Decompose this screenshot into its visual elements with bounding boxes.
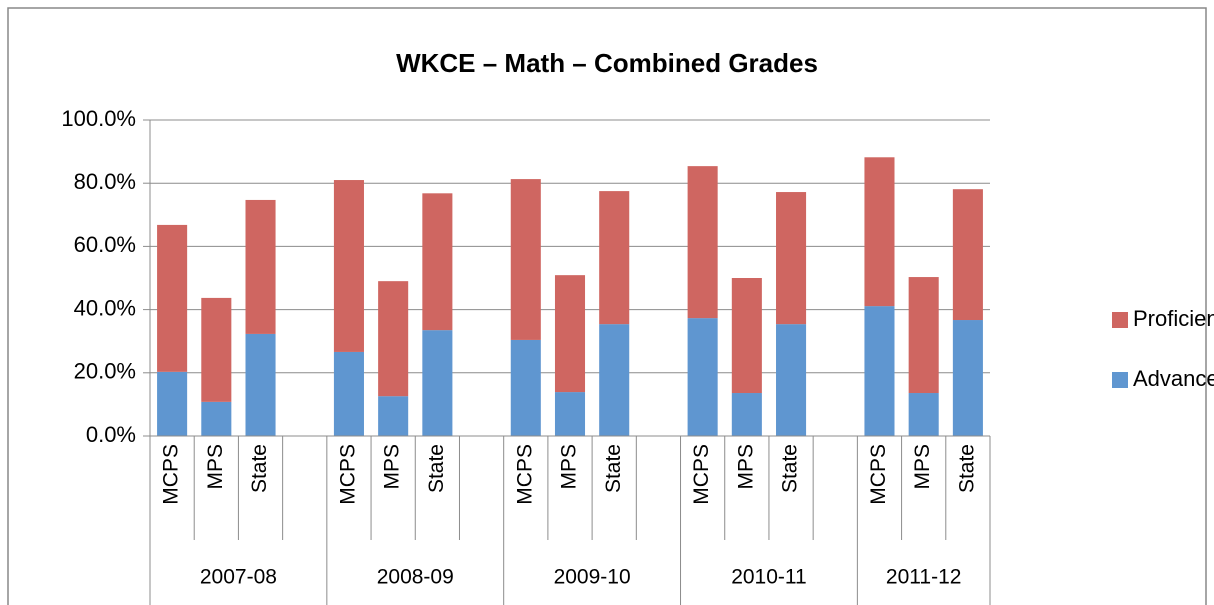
x-tick-label: MPS bbox=[734, 444, 757, 490]
bar-segment bbox=[776, 192, 807, 325]
bar-segment bbox=[378, 396, 409, 436]
bar-segment bbox=[687, 166, 718, 319]
bar-segment bbox=[510, 339, 541, 436]
y-tick-label: 80.0% bbox=[74, 169, 136, 194]
y-tick-label: 20.0% bbox=[74, 359, 136, 384]
x-tick-label: MCPS bbox=[690, 444, 713, 505]
bar-segment bbox=[864, 306, 895, 436]
group-label: 2010-11 bbox=[731, 566, 807, 589]
x-tick-label: MPS bbox=[911, 444, 934, 490]
bar-segment bbox=[245, 333, 276, 436]
bar-segment bbox=[333, 351, 364, 436]
legend-label: Advanced bbox=[1133, 366, 1214, 391]
bar-segment bbox=[554, 275, 586, 393]
bar-segment bbox=[554, 392, 586, 436]
bar-segment bbox=[157, 371, 188, 436]
x-tick-label: State bbox=[602, 444, 625, 493]
bar-segment bbox=[245, 199, 276, 334]
bar-segment bbox=[422, 330, 453, 436]
bar-segment bbox=[201, 297, 232, 402]
bar-segment bbox=[731, 393, 762, 436]
chart-title: WKCE – Math – Combined Grades bbox=[396, 48, 818, 78]
x-tick-label: MPS bbox=[381, 444, 404, 490]
bar-segment bbox=[731, 278, 762, 394]
bar-segment bbox=[157, 224, 188, 372]
bar-segment bbox=[776, 324, 807, 436]
bar-segment bbox=[599, 191, 630, 325]
bar-segment bbox=[952, 189, 983, 321]
y-tick-label: 60.0% bbox=[74, 232, 136, 257]
y-tick-label: 0.0% bbox=[86, 422, 136, 447]
bar-segment bbox=[510, 179, 541, 340]
y-tick-label: 40.0% bbox=[74, 295, 136, 320]
x-tick-label: MCPS bbox=[513, 444, 536, 505]
x-tick-label: MCPS bbox=[867, 444, 890, 505]
bar-segment bbox=[201, 401, 232, 436]
x-tick-label: MPS bbox=[558, 444, 581, 490]
bar-segment bbox=[599, 324, 630, 436]
bar-segment bbox=[378, 281, 409, 397]
group-label: 2011-12 bbox=[886, 566, 962, 589]
x-tick-label: MCPS bbox=[336, 444, 359, 505]
x-tick-label: State bbox=[779, 444, 802, 493]
group-label: 2007-08 bbox=[200, 566, 277, 589]
bar-segment bbox=[422, 193, 453, 331]
legend-label: Proficient bbox=[1133, 306, 1214, 331]
y-tick-label: 100.0% bbox=[61, 106, 136, 131]
x-tick-label: State bbox=[955, 444, 978, 493]
bar-segment bbox=[687, 318, 718, 436]
group-label: 2008-09 bbox=[377, 566, 454, 589]
legend-swatch bbox=[1112, 312, 1128, 328]
x-tick-label: State bbox=[425, 444, 448, 493]
bar-segment bbox=[908, 393, 939, 436]
bar-segment bbox=[908, 277, 939, 394]
legend-swatch bbox=[1112, 372, 1128, 388]
x-tick-label: MCPS bbox=[160, 444, 183, 505]
bar-segment bbox=[952, 320, 983, 436]
bar-segment bbox=[333, 180, 364, 352]
group-label: 2009-10 bbox=[554, 566, 631, 589]
bar-segment bbox=[864, 157, 895, 307]
x-tick-label: State bbox=[248, 444, 271, 493]
x-tick-label: MPS bbox=[204, 444, 227, 490]
